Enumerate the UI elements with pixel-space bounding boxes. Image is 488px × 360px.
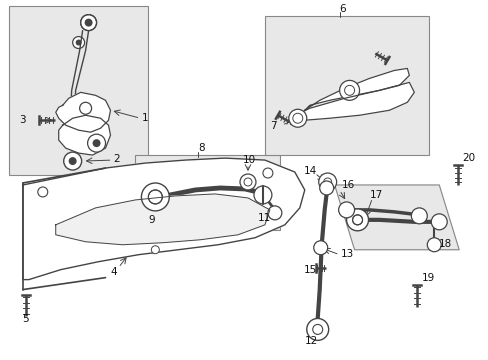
Text: 5: 5: [22, 314, 28, 324]
Circle shape: [63, 152, 81, 170]
Circle shape: [292, 113, 302, 123]
Circle shape: [148, 190, 162, 204]
Text: 20: 20: [461, 153, 474, 163]
Circle shape: [430, 214, 447, 230]
Text: 7: 7: [269, 121, 276, 131]
Text: 13: 13: [340, 249, 353, 259]
Circle shape: [92, 139, 101, 147]
Circle shape: [346, 209, 368, 231]
Circle shape: [339, 80, 359, 100]
Circle shape: [288, 109, 306, 127]
Text: 12: 12: [304, 336, 317, 346]
Circle shape: [410, 208, 427, 224]
Text: 1: 1: [141, 113, 148, 123]
Polygon shape: [334, 185, 458, 250]
Text: 8: 8: [198, 143, 204, 153]
Circle shape: [338, 202, 354, 218]
Polygon shape: [56, 92, 110, 132]
Circle shape: [244, 178, 251, 186]
Text: 14: 14: [303, 166, 316, 176]
Circle shape: [81, 15, 96, 31]
Circle shape: [240, 174, 255, 190]
Circle shape: [87, 134, 105, 152]
Circle shape: [73, 37, 84, 49]
Circle shape: [318, 173, 336, 191]
Circle shape: [312, 324, 322, 334]
Bar: [264, 15, 428, 155]
Circle shape: [427, 238, 440, 252]
Circle shape: [267, 206, 281, 220]
Text: 11: 11: [258, 213, 271, 223]
Circle shape: [141, 183, 169, 211]
Text: 2: 2: [113, 154, 120, 164]
Text: 3: 3: [19, 115, 25, 125]
Bar: [9, 6, 148, 175]
Circle shape: [80, 102, 91, 114]
Polygon shape: [23, 158, 304, 280]
Text: 6: 6: [339, 4, 346, 14]
Circle shape: [253, 186, 271, 204]
Circle shape: [84, 19, 92, 27]
Circle shape: [306, 319, 328, 340]
Polygon shape: [59, 115, 110, 155]
Circle shape: [344, 85, 354, 95]
Bar: [135, 155, 279, 230]
Polygon shape: [304, 68, 408, 110]
Text: 17: 17: [369, 190, 382, 200]
Circle shape: [319, 181, 333, 195]
Circle shape: [151, 246, 159, 254]
Text: 9: 9: [148, 215, 155, 225]
Text: 4: 4: [110, 267, 117, 276]
Polygon shape: [289, 82, 413, 120]
Circle shape: [38, 187, 48, 197]
Polygon shape: [56, 194, 269, 245]
Text: 18: 18: [438, 239, 451, 249]
Text: 10: 10: [243, 155, 256, 165]
Circle shape: [263, 168, 272, 178]
Circle shape: [68, 157, 77, 165]
Text: 19: 19: [421, 273, 434, 283]
Circle shape: [76, 40, 81, 45]
Circle shape: [323, 178, 331, 186]
Circle shape: [352, 215, 362, 225]
Text: 16: 16: [341, 180, 354, 190]
Text: 15: 15: [303, 265, 316, 275]
Circle shape: [313, 241, 327, 255]
